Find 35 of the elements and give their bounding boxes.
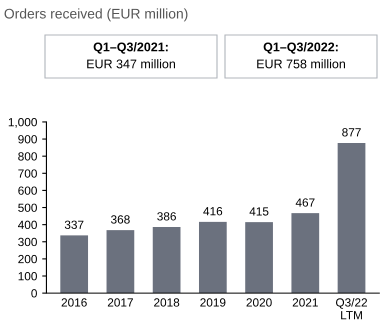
data-label: 467 (296, 198, 315, 207)
y-tick-label: 900 (18, 135, 37, 144)
y-tick-label: 600 (18, 186, 37, 195)
data-label: 415 (250, 207, 268, 216)
text: Q1–Q3/2021: EUR 347 million (87, 42, 175, 68)
y-tick-label: 700 (18, 169, 37, 178)
x-tick-label: 2018 (154, 298, 180, 307)
y-tick-label: 1,000 (8, 118, 37, 128)
y-tick-label: 800 (18, 152, 37, 161)
y-tick-label: 200 (18, 254, 37, 264)
x-tick-label: Q3/22 LTM (336, 298, 368, 320)
text: Q1–Q3/2022: EUR 758 million (257, 42, 345, 68)
bar (198, 222, 227, 294)
bar (291, 213, 320, 294)
x-tick-label: 2020 (246, 298, 272, 307)
data-label: 337 (64, 220, 84, 229)
chart-title: Orders received (EUR million) (4, 8, 188, 22)
x-tick-label: 2019 (200, 298, 226, 307)
bar (60, 235, 88, 294)
y-tick-label: 100 (18, 272, 37, 280)
x-tick-label: 2021 (292, 298, 318, 307)
x-tick-label: 2016 (62, 298, 87, 307)
data-label: 368 (111, 215, 130, 224)
data-label: 416 (203, 207, 222, 216)
data-label: 877 (342, 128, 361, 136)
bar (152, 227, 180, 294)
data-label: 386 (157, 212, 176, 221)
bar (245, 222, 273, 294)
bar (106, 230, 134, 294)
y-tick-label: 500 (18, 204, 37, 212)
y-tick-label: 400 (18, 220, 37, 230)
bar (338, 142, 366, 294)
y-tick-label: 300 (18, 238, 37, 246)
x-tick-label: 2017 (108, 298, 133, 307)
y-tick-label: 0 (31, 289, 37, 298)
